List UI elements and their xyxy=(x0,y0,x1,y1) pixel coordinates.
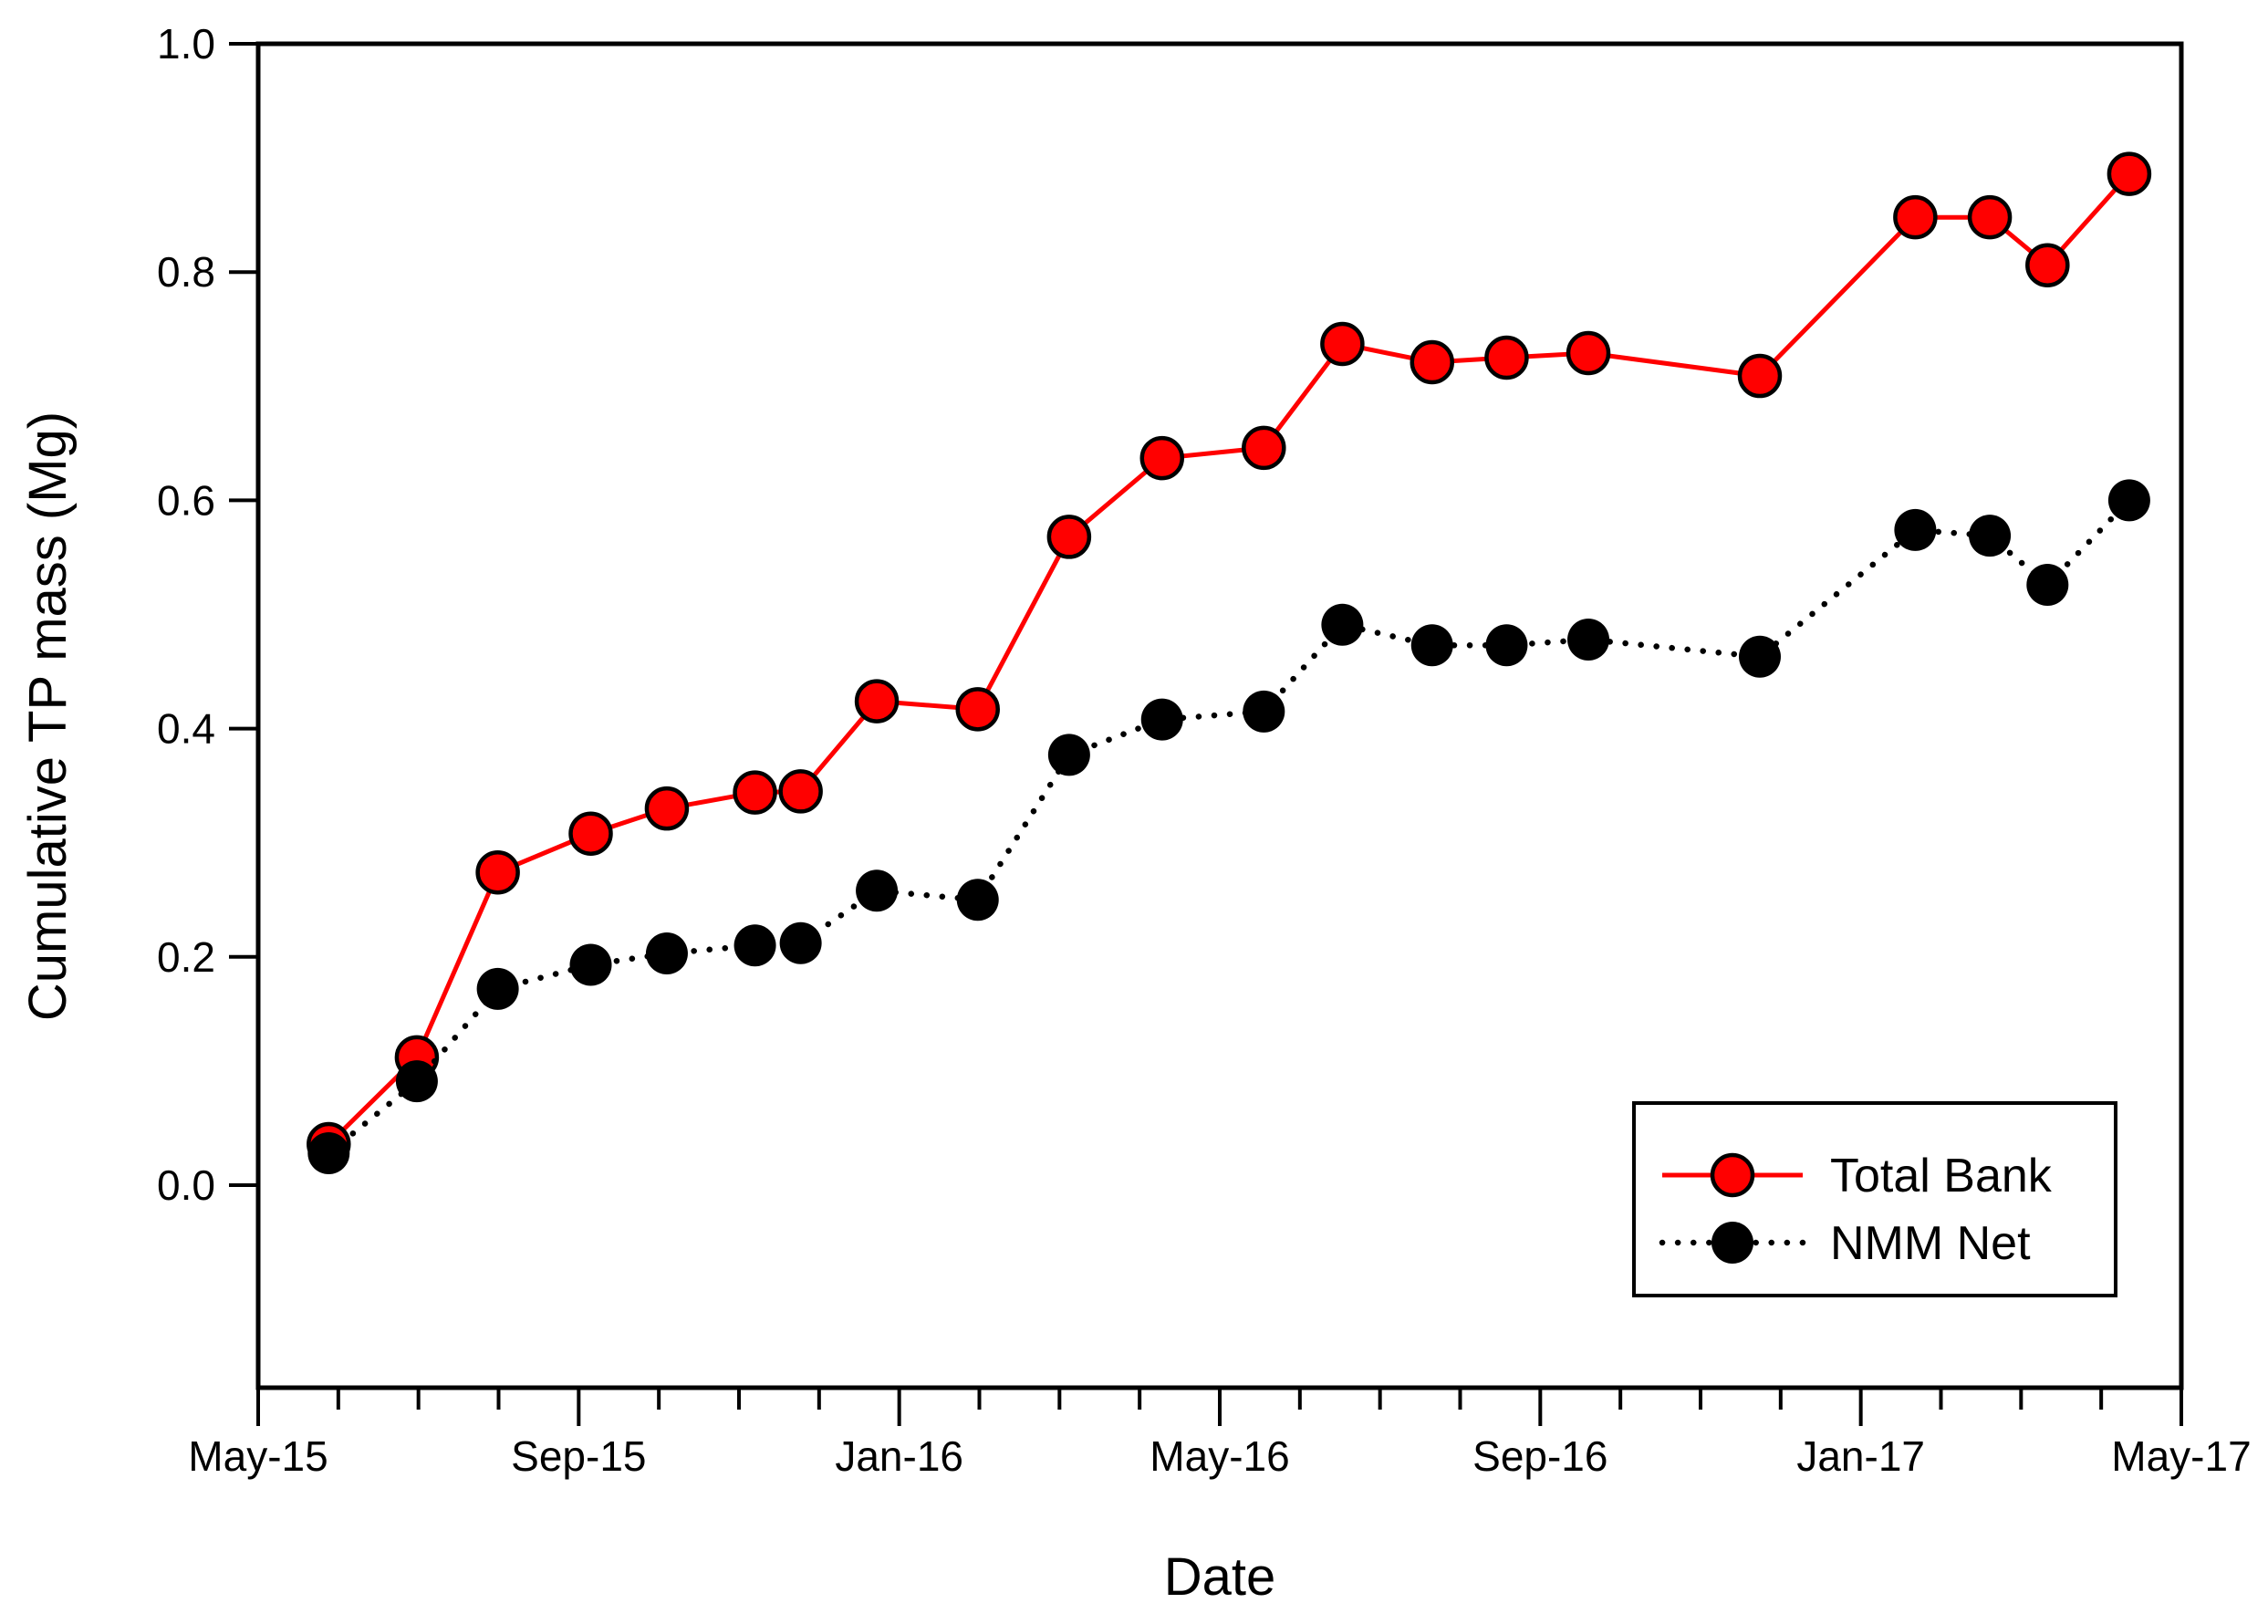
data-point-nmm-net-2 xyxy=(476,967,519,1010)
data-point-total-bank-3 xyxy=(568,811,613,856)
x-tick-label-May-17: May-17 xyxy=(2111,1432,2251,1480)
y-tick-label-0.0: 0.0 xyxy=(157,1161,215,1209)
data-point-nmm-net-17 xyxy=(1894,508,1937,551)
legend-entry-nmm-net: NMM Net xyxy=(1659,1217,2031,1270)
legend: Total Bank NMM Net xyxy=(1632,1101,2117,1297)
data-point-total-bank-18 xyxy=(1967,194,2013,240)
legend-marker-nmm-net xyxy=(1711,1222,1753,1264)
data-point-nmm-net-4 xyxy=(645,932,688,975)
data-point-nmm-net-0 xyxy=(307,1131,350,1174)
data-point-nmm-net-15 xyxy=(1567,619,1610,661)
data-point-nmm-net-1 xyxy=(395,1060,438,1103)
legend-label-total-bank: Total Bank xyxy=(1830,1150,2053,1202)
data-point-nmm-net-7 xyxy=(856,869,899,912)
data-point-nmm-net-16 xyxy=(1738,635,1781,678)
y-tick-label-0.4: 0.4 xyxy=(157,705,215,753)
data-point-nmm-net-8 xyxy=(956,879,999,921)
series-line-total-bank xyxy=(327,172,2131,1146)
data-point-total-bank-6 xyxy=(778,769,823,814)
x-axis-title: Date xyxy=(1164,1547,1276,1607)
y-axis-ticks: 0.0 0.2 0.4 0.6 0.8 1.0 xyxy=(157,20,258,1209)
data-point-total-bank-17 xyxy=(1893,194,1938,240)
data-point-total-bank-9 xyxy=(1046,515,1092,559)
data-point-total-bank-2 xyxy=(475,849,520,895)
data-point-nmm-net-18 xyxy=(1969,515,2012,557)
x-tick-label-Jan-16: Jan-16 xyxy=(835,1432,963,1480)
legend-box xyxy=(1632,1101,2117,1297)
data-point-total-bank-16 xyxy=(1737,353,1783,399)
data-point-nmm-net-12 xyxy=(1321,603,1364,646)
data-point-total-bank-14 xyxy=(1484,335,1529,380)
y-tick-label-0.8: 0.8 xyxy=(157,248,215,296)
data-point-nmm-net-19 xyxy=(2026,563,2069,606)
x-tick-label-Sep-16: Sep-16 xyxy=(1472,1432,1607,1480)
series-nmm-net xyxy=(307,479,2150,1174)
data-point-total-bank-12 xyxy=(1320,321,1365,367)
x-tick-label-Jan-17: Jan-17 xyxy=(1796,1432,1925,1480)
x-axis-ticks: May-15 Sep-15 Jan-16 May-16 Sep-16 Jan-17 May-… xyxy=(188,1388,2252,1480)
data-point-nmm-net-6 xyxy=(779,921,822,964)
data-point-total-bank-5 xyxy=(733,770,777,815)
data-point-nmm-net-13 xyxy=(1410,624,1453,667)
data-point-total-bank-19 xyxy=(2025,243,2070,287)
data-point-total-bank-13 xyxy=(1410,339,1455,385)
data-point-nmm-net-3 xyxy=(569,943,612,986)
x-tick-label-May-15: May-15 xyxy=(188,1432,328,1480)
data-point-total-bank-20 xyxy=(2107,151,2152,196)
x-tick-label-May-16: May-16 xyxy=(1150,1432,1289,1480)
legend-marker-total-bank xyxy=(1710,1152,1755,1198)
series-line-nmm-net xyxy=(326,497,2133,1157)
legend-label-nmm-net: NMM Net xyxy=(1830,1217,2031,1270)
data-point-nmm-net-5 xyxy=(733,924,776,967)
data-point-nmm-net-11 xyxy=(1243,690,1285,733)
data-point-nmm-net-20 xyxy=(2107,479,2150,522)
data-point-total-bank-10 xyxy=(1139,435,1185,481)
data-point-nmm-net-9 xyxy=(1047,734,1090,776)
y-axis-title: Cumulative TP mass (Mg) xyxy=(18,411,78,1021)
y-tick-label-0.6: 0.6 xyxy=(157,476,215,524)
data-point-nmm-net-14 xyxy=(1485,624,1528,667)
data-point-nmm-net-10 xyxy=(1140,698,1183,741)
data-point-total-bank-11 xyxy=(1242,425,1286,471)
legend-entry-total-bank: Total Bank xyxy=(1662,1150,2053,1202)
y-tick-label-0.2: 0.2 xyxy=(157,933,215,981)
data-point-total-bank-8 xyxy=(955,687,1000,732)
data-point-total-bank-4 xyxy=(644,786,690,831)
data-point-total-bank-15 xyxy=(1566,330,1611,376)
data-point-total-bank-7 xyxy=(854,679,900,724)
y-tick-label-1.0: 1.0 xyxy=(157,20,215,68)
x-tick-label-Sep-15: Sep-15 xyxy=(511,1432,646,1480)
series-total-bank xyxy=(307,151,2152,1167)
